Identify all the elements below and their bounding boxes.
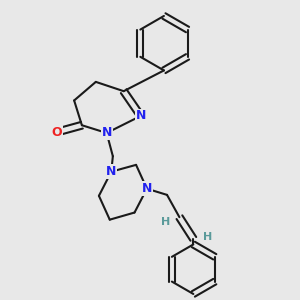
Text: N: N: [106, 165, 116, 178]
Text: O: O: [52, 125, 62, 139]
Text: N: N: [136, 110, 146, 122]
Text: H: H: [203, 232, 212, 242]
Text: H: H: [161, 217, 170, 227]
Text: N: N: [101, 127, 112, 140]
Text: N: N: [142, 182, 152, 195]
